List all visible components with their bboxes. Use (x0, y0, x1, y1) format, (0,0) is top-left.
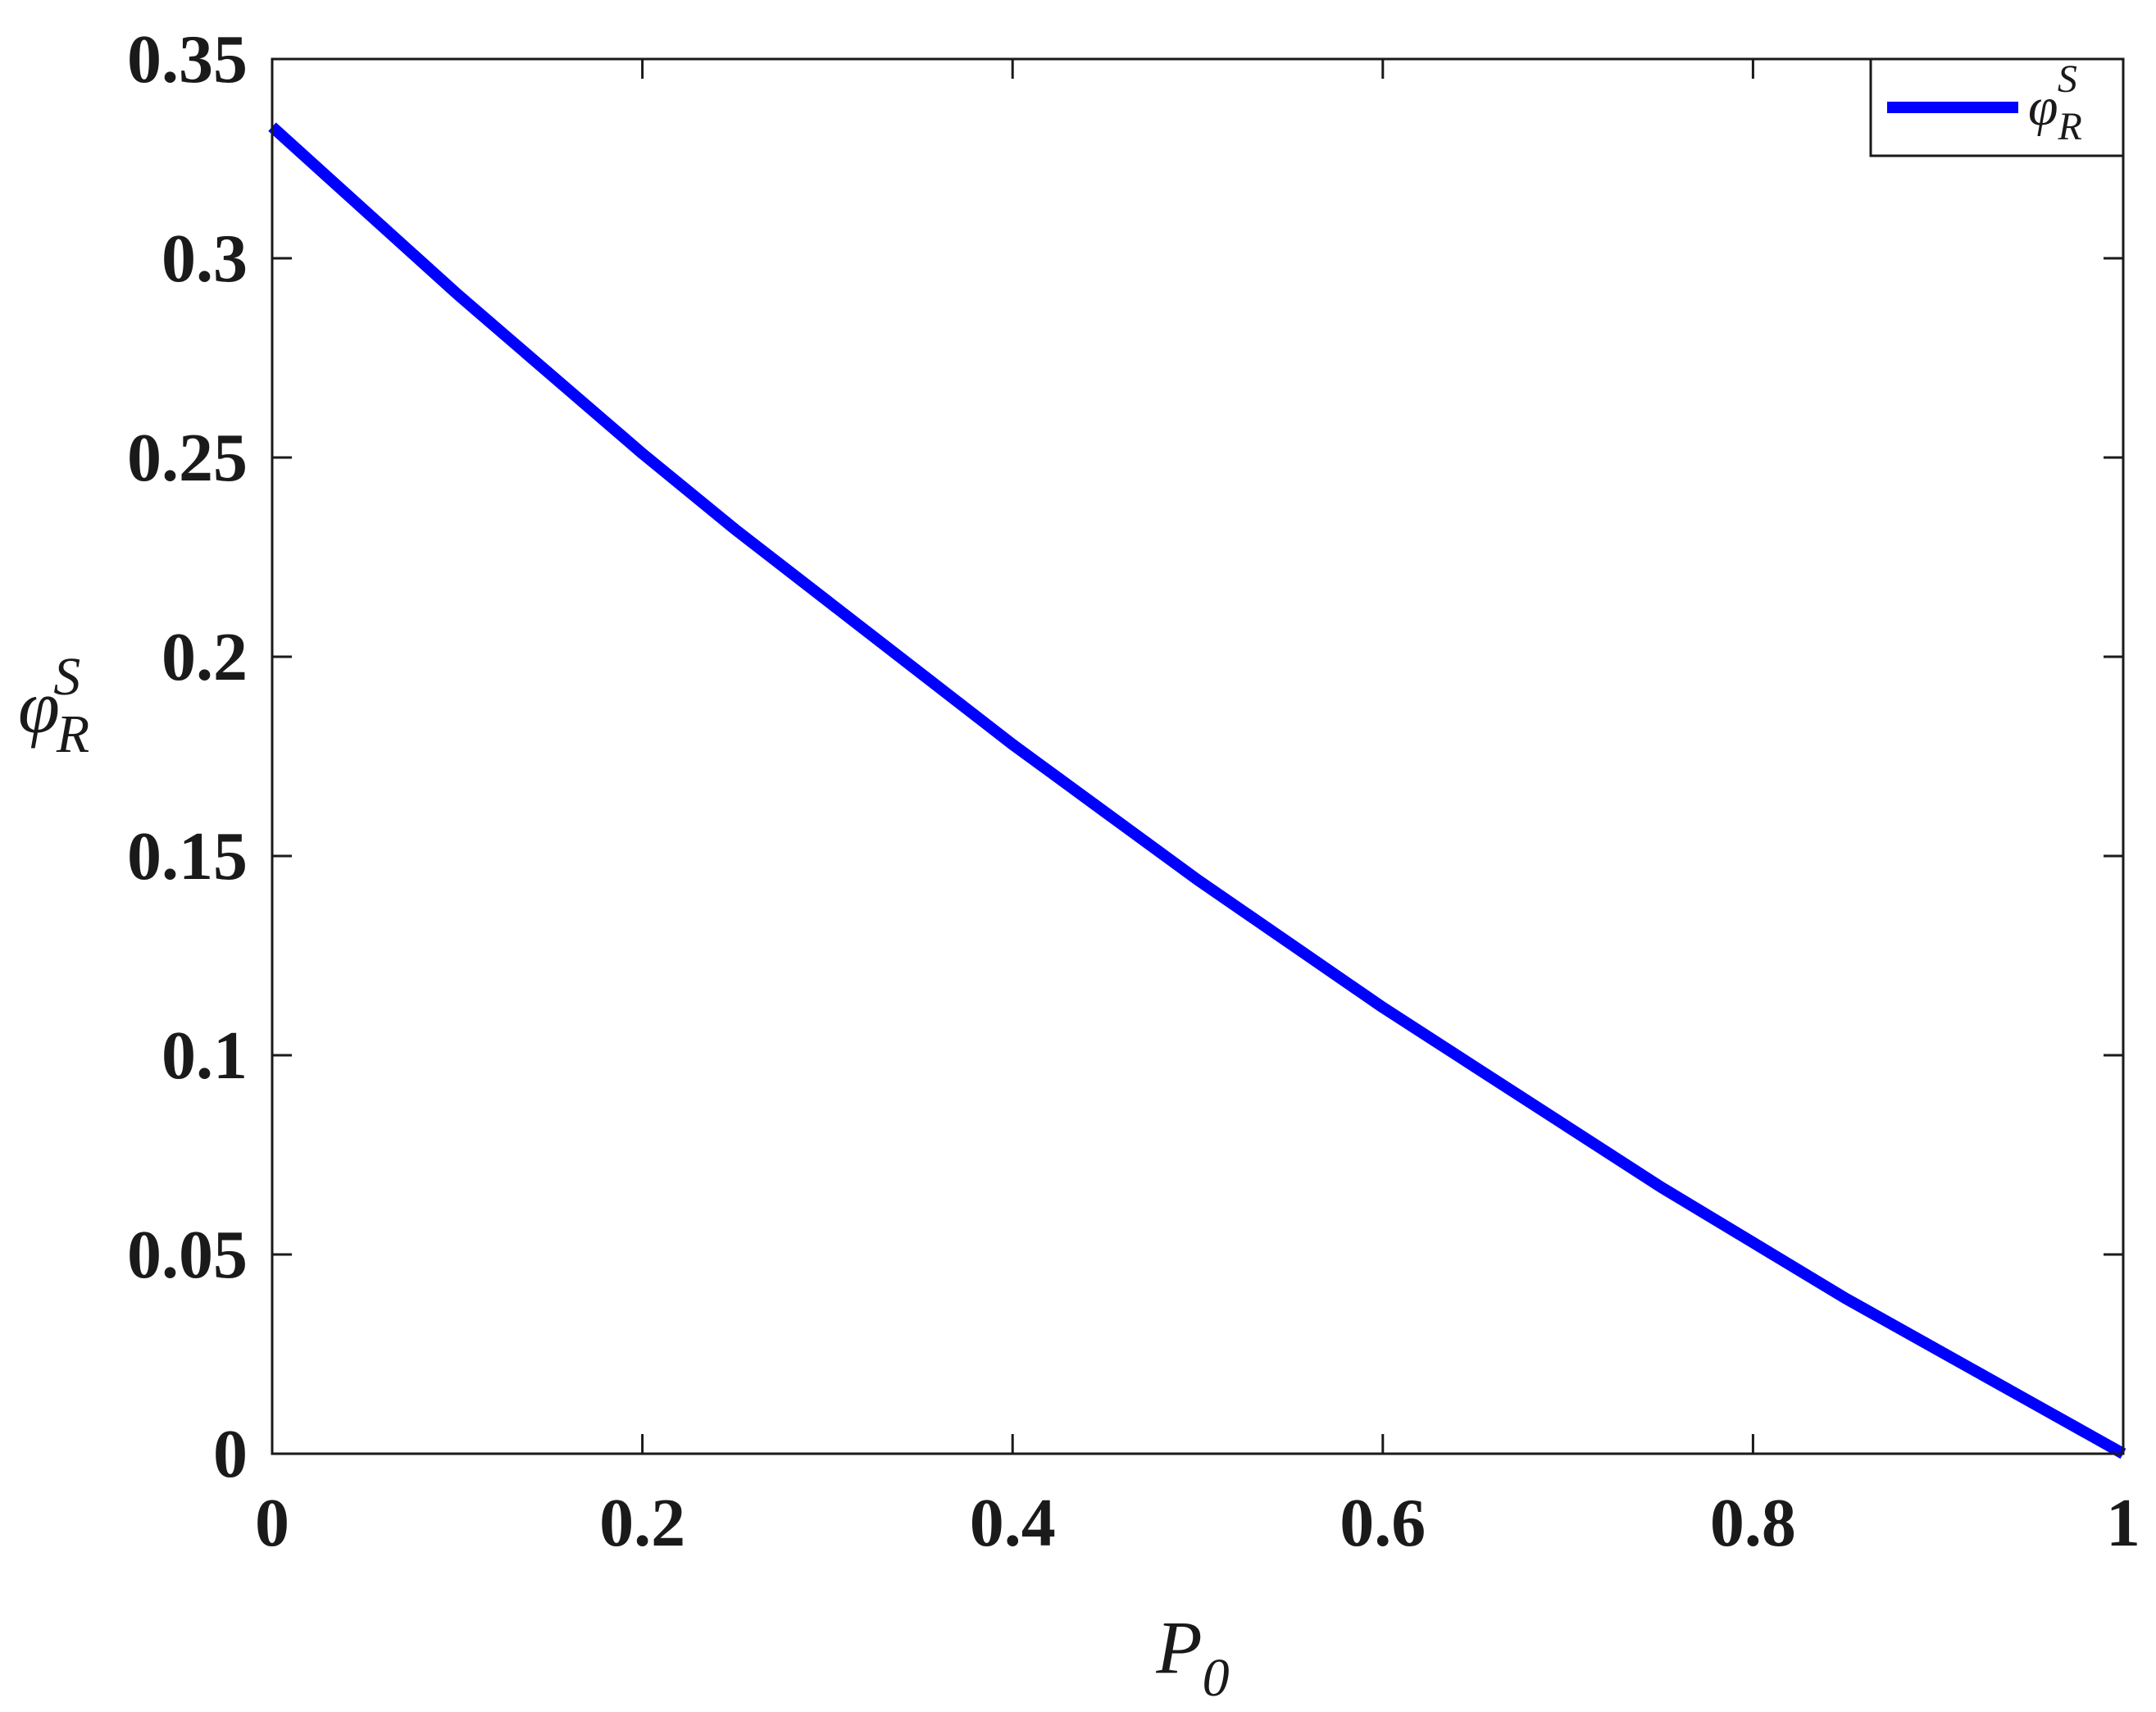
y-tick-label: 0.2 (161, 619, 248, 695)
y-axis-label: φRS (18, 647, 89, 764)
y-tick-label: 0.15 (127, 818, 248, 895)
axis-ticks (271, 57, 2125, 1455)
x-axis-label-sub: 0 (1203, 1648, 1230, 1708)
x-tick-label: 0 (255, 1485, 289, 1561)
y-tick-label: 0.25 (127, 420, 248, 496)
x-tick-label: 0.6 (1340, 1485, 1426, 1561)
y-tick-label: 0.05 (127, 1217, 248, 1293)
x-tick-labels: 0 0.2 0.4 0.6 0.8 1 (255, 1485, 2140, 1561)
legend-label-sub: R (2058, 105, 2082, 148)
y-tick-label: 0 (213, 1416, 248, 1492)
x-tick-label: 1 (2106, 1485, 2140, 1561)
series-layer (268, 122, 2126, 1459)
legend: φRS (1869, 57, 2125, 157)
x-axis-label-main: P (1155, 1605, 1202, 1689)
x-tick-label: 0.2 (599, 1485, 685, 1561)
y-tick-label: 0.1 (161, 1018, 248, 1094)
y-axis-label-sub: R (56, 704, 89, 764)
y-axis-label-sup: S (53, 647, 80, 707)
y-axis-label-main: φ (18, 665, 60, 749)
series-line (268, 122, 2126, 1459)
y-tick-label: 0.35 (127, 21, 248, 98)
legend-label: φRS (2028, 57, 2082, 148)
x-axis-label: P0 (1155, 1605, 1229, 1708)
plot-frame (271, 57, 2125, 1455)
y-tick-label: 0.3 (161, 221, 248, 297)
legend-label-main: φ (2028, 77, 2058, 137)
x-tick-label: 0.8 (1710, 1485, 1796, 1561)
x-tick-label: 0.4 (970, 1485, 1056, 1561)
y-tick-labels: 0 0.05 0.1 0.15 0.2 0.25 0.3 0.35 (127, 21, 248, 1492)
legend-label-sup: S (2058, 57, 2077, 101)
